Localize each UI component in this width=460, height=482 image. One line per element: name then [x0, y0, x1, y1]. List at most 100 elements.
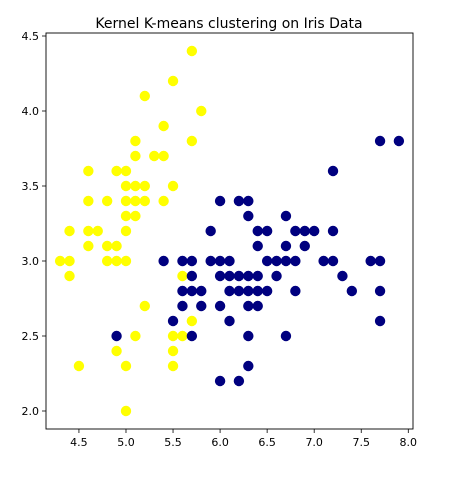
data-point-cluster_yellow [186, 45, 198, 57]
data-point-cluster_navy [186, 255, 198, 267]
data-point-cluster_navy [337, 270, 348, 282]
x-tick-label: 8.0 [400, 436, 418, 449]
data-point-cluster_navy [233, 195, 245, 207]
x-axis-ticks: 4.5 5.0 5.5 6.0 6.5 7.0 7.5 8.0 [70, 429, 417, 449]
data-point-cluster_navy [243, 360, 254, 372]
data-point-cluster_navy [158, 255, 169, 267]
y-tick-label: 2.0 [22, 405, 40, 418]
data-point-cluster_navy [205, 225, 216, 237]
data-point-cluster_navy [299, 240, 310, 252]
data-point-cluster_navy [186, 330, 198, 342]
data-point-cluster_yellow [130, 150, 141, 162]
data-point-cluster_yellow [130, 330, 141, 342]
data-point-cluster_yellow [120, 210, 132, 222]
data-point-cluster_navy [233, 375, 245, 387]
data-point-cluster_yellow [101, 195, 113, 207]
data-point-cluster_navy [205, 255, 216, 267]
data-point-cluster_yellow [158, 195, 169, 207]
data-point-cluster_navy [214, 300, 226, 312]
data-point-cluster_navy [224, 270, 235, 282]
data-point-cluster_navy [290, 225, 301, 237]
data-point-cluster_yellow [101, 255, 113, 267]
data-point-cluster_navy [252, 285, 263, 297]
data-point-cluster_navy [290, 285, 301, 297]
data-point-cluster_navy [243, 330, 254, 342]
data-point-cluster_navy [233, 285, 245, 297]
data-point-cluster_yellow [167, 360, 179, 372]
data-point-cluster_navy [186, 285, 198, 297]
data-point-cluster_navy [252, 240, 263, 252]
data-point-cluster_navy [243, 270, 254, 282]
data-point-cluster_yellow [130, 180, 141, 192]
data-point-cluster_yellow [64, 225, 75, 237]
data-point-cluster_yellow [158, 120, 169, 132]
data-point-cluster_navy [214, 375, 226, 387]
data-point-cluster_yellow [120, 195, 132, 207]
data-point-cluster_navy [299, 225, 310, 237]
data-point-cluster_navy [196, 300, 207, 312]
data-point-cluster_navy [214, 195, 226, 207]
data-point-cluster_navy [374, 255, 386, 267]
data-point-cluster_yellow [130, 210, 141, 222]
data-point-cluster_navy [280, 255, 292, 267]
data-point-cluster_yellow [177, 330, 188, 342]
data-point-cluster_yellow [111, 345, 122, 357]
points-layer [54, 45, 405, 417]
data-point-cluster_navy [224, 315, 235, 327]
x-tick-label: 5.0 [117, 436, 135, 449]
data-point-cluster_yellow [167, 345, 179, 357]
data-point-cluster_navy [243, 195, 254, 207]
data-point-cluster_navy [374, 315, 386, 327]
data-point-cluster_yellow [130, 135, 141, 147]
data-point-cluster_yellow [92, 225, 103, 237]
data-point-cluster_navy [214, 270, 226, 282]
x-tick-label: 5.5 [164, 436, 182, 449]
data-point-cluster_navy [290, 255, 301, 267]
data-point-cluster_yellow [120, 165, 132, 177]
data-point-cluster_navy [327, 225, 339, 237]
data-point-cluster_navy [214, 255, 226, 267]
x-tick-label: 7.0 [305, 436, 323, 449]
data-point-cluster_yellow [83, 225, 94, 237]
data-point-cluster_yellow [139, 90, 151, 102]
x-tick-label: 7.5 [352, 436, 370, 449]
data-point-cluster_navy [233, 270, 245, 282]
data-point-cluster_navy [186, 270, 198, 282]
data-point-cluster_yellow [130, 195, 141, 207]
data-point-cluster_navy [374, 285, 386, 297]
data-point-cluster_navy [196, 285, 207, 297]
data-point-cluster_navy [261, 255, 273, 267]
data-point-cluster_yellow [101, 240, 113, 252]
data-point-cluster_yellow [158, 150, 169, 162]
data-point-cluster_yellow [167, 75, 179, 87]
y-tick-label: 3.5 [22, 180, 40, 193]
data-point-cluster_yellow [83, 240, 94, 252]
data-point-cluster_navy [280, 210, 292, 222]
data-point-cluster_yellow [111, 255, 122, 267]
data-point-cluster_navy [243, 300, 254, 312]
data-point-cluster_yellow [139, 195, 151, 207]
data-point-cluster_navy [280, 330, 292, 342]
data-point-cluster_navy [111, 330, 122, 342]
data-point-cluster_navy [365, 255, 376, 267]
y-tick-label: 4.0 [22, 105, 40, 118]
data-point-cluster_navy [327, 255, 339, 267]
data-point-cluster_yellow [196, 105, 207, 117]
y-axis-ticks: 2.0 2.5 3.0 3.5 4.0 4.5 [22, 30, 46, 418]
data-point-cluster_yellow [139, 180, 151, 192]
x-tick-label: 6.0 [211, 436, 229, 449]
data-point-cluster_navy [224, 285, 235, 297]
data-point-cluster_navy [318, 255, 329, 267]
data-point-cluster_yellow [186, 135, 198, 147]
data-point-cluster_navy [271, 270, 282, 282]
data-point-cluster_navy [374, 135, 386, 147]
y-tick-label: 4.5 [22, 30, 40, 43]
data-point-cluster_navy [243, 285, 254, 297]
data-point-cluster_yellow [167, 180, 179, 192]
data-point-cluster_yellow [120, 255, 132, 267]
data-point-cluster_navy [393, 135, 405, 147]
y-tick-label: 3.0 [22, 255, 40, 268]
data-point-cluster_navy [308, 225, 320, 237]
data-point-cluster_navy [252, 225, 263, 237]
